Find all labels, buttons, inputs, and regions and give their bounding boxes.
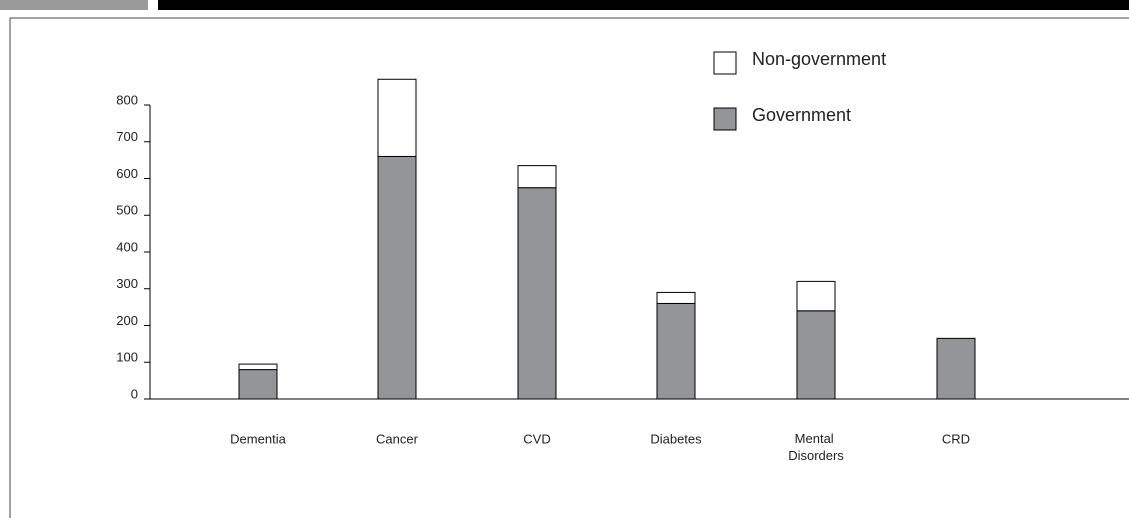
header-black-bar bbox=[158, 0, 1129, 10]
bar-segment bbox=[238, 369, 278, 400]
bar-segment bbox=[656, 291, 696, 304]
y-tick-label: 500 bbox=[116, 203, 138, 218]
x-tick-label: Dementia bbox=[230, 431, 286, 446]
y-tick-label: 700 bbox=[116, 129, 138, 144]
y-tick-label: 100 bbox=[116, 350, 138, 365]
bar-segment bbox=[517, 187, 557, 400]
legend-label: Non-government bbox=[752, 49, 886, 69]
x-tick-label: Cancer bbox=[376, 431, 419, 446]
legend-label: Government bbox=[752, 105, 851, 125]
y-tick-label: 400 bbox=[116, 239, 138, 254]
y-tick-label: 600 bbox=[116, 166, 138, 181]
legend-swatch bbox=[713, 51, 737, 75]
bar-segment bbox=[517, 165, 557, 189]
bar-segment bbox=[796, 310, 836, 400]
y-tick-label: 200 bbox=[116, 313, 138, 328]
y-tick-label: 800 bbox=[116, 92, 138, 107]
legend-swatch bbox=[713, 107, 737, 131]
bar-segment bbox=[936, 337, 976, 400]
x-tick-label: Mental Disorders bbox=[788, 431, 844, 463]
y-tick-label: 300 bbox=[116, 276, 138, 291]
bar-segment bbox=[238, 363, 278, 371]
bar-segment bbox=[377, 155, 417, 400]
y-tick-label: 0 bbox=[131, 386, 138, 401]
x-tick-label: CRD bbox=[942, 431, 970, 446]
x-tick-label: Diabetes bbox=[650, 431, 702, 446]
bar-segment bbox=[796, 280, 836, 312]
bar-segment bbox=[377, 78, 417, 157]
x-tick-label: CVD bbox=[523, 431, 550, 446]
bar-segment bbox=[656, 302, 696, 400]
header-gray-bar bbox=[0, 0, 148, 10]
